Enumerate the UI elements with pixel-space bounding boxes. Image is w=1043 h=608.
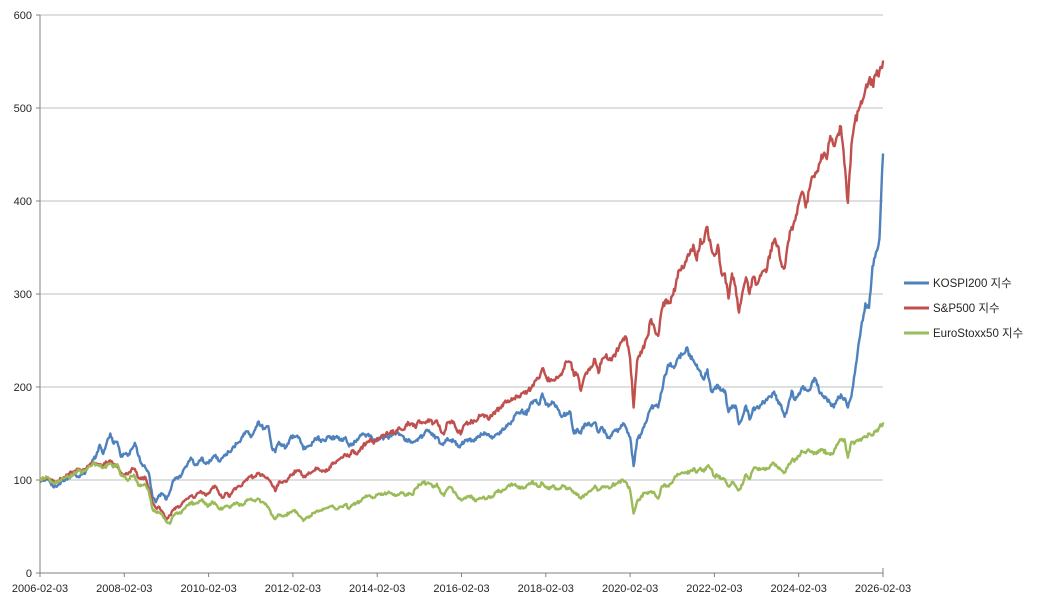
x-axis-tick-label: 2008-02-03 [96,583,152,595]
y-axis-tick-label: 100 [14,475,32,487]
x-axis-tick-label: 2012-02-03 [265,583,321,595]
series-line-sp500 [38,60,885,522]
y-axis-tick-label: 600 [14,10,32,22]
series-line-eurostoxx50 [38,422,885,525]
y-axis-tick-label: 400 [14,196,32,208]
legend: KOSPI200 지수 S&P500 지수 EuroStoxx50 지수 [904,277,1023,340]
x-axis-tick-label: 2018-02-03 [518,583,574,595]
x-axis-tick-label: 2006-02-03 [12,583,68,595]
gridlines [40,14,883,481]
series-line-kospi200 [38,153,885,504]
x-axis-tick-label: 2026-02-03 [855,583,911,595]
x-axis-labels: 2006-02-03 2008-02-03 2010-02-03 2012-02-03… [12,583,911,595]
legend-label-kospi200: KOSPI200 지수 [933,277,1012,290]
legend-label-eurostoxx50: EuroStoxx50 지수 [933,327,1023,340]
x-axis-tick-label: 2022-02-03 [686,583,742,595]
legend-item-kospi200: KOSPI200 지수 [904,277,1012,290]
y-axis-tick-label: 200 [14,382,32,394]
axes [36,14,884,577]
legend-item-eurostoxx50: EuroStoxx50 지수 [904,327,1023,340]
x-axis-tick-label: 2016-02-03 [433,583,489,595]
legend-item-sp500: S&P500 지수 [904,302,1000,315]
legend-label-sp500: S&P500 지수 [933,302,1000,315]
y-axis-tick-label: 500 [14,103,32,115]
y-axis-labels: 0 100 200 300 400 500 600 [14,10,32,580]
x-axis-tick-label: 2010-02-03 [180,583,236,595]
x-axis-tick-label: 2014-02-03 [349,583,405,595]
x-axis-tick-label: 2020-02-03 [602,583,658,595]
series-lines [38,60,885,525]
y-axis-tick-label: 0 [26,568,32,580]
y-axis-tick-label: 300 [14,289,32,301]
x-axis-tick-label: 2024-02-03 [771,583,827,595]
